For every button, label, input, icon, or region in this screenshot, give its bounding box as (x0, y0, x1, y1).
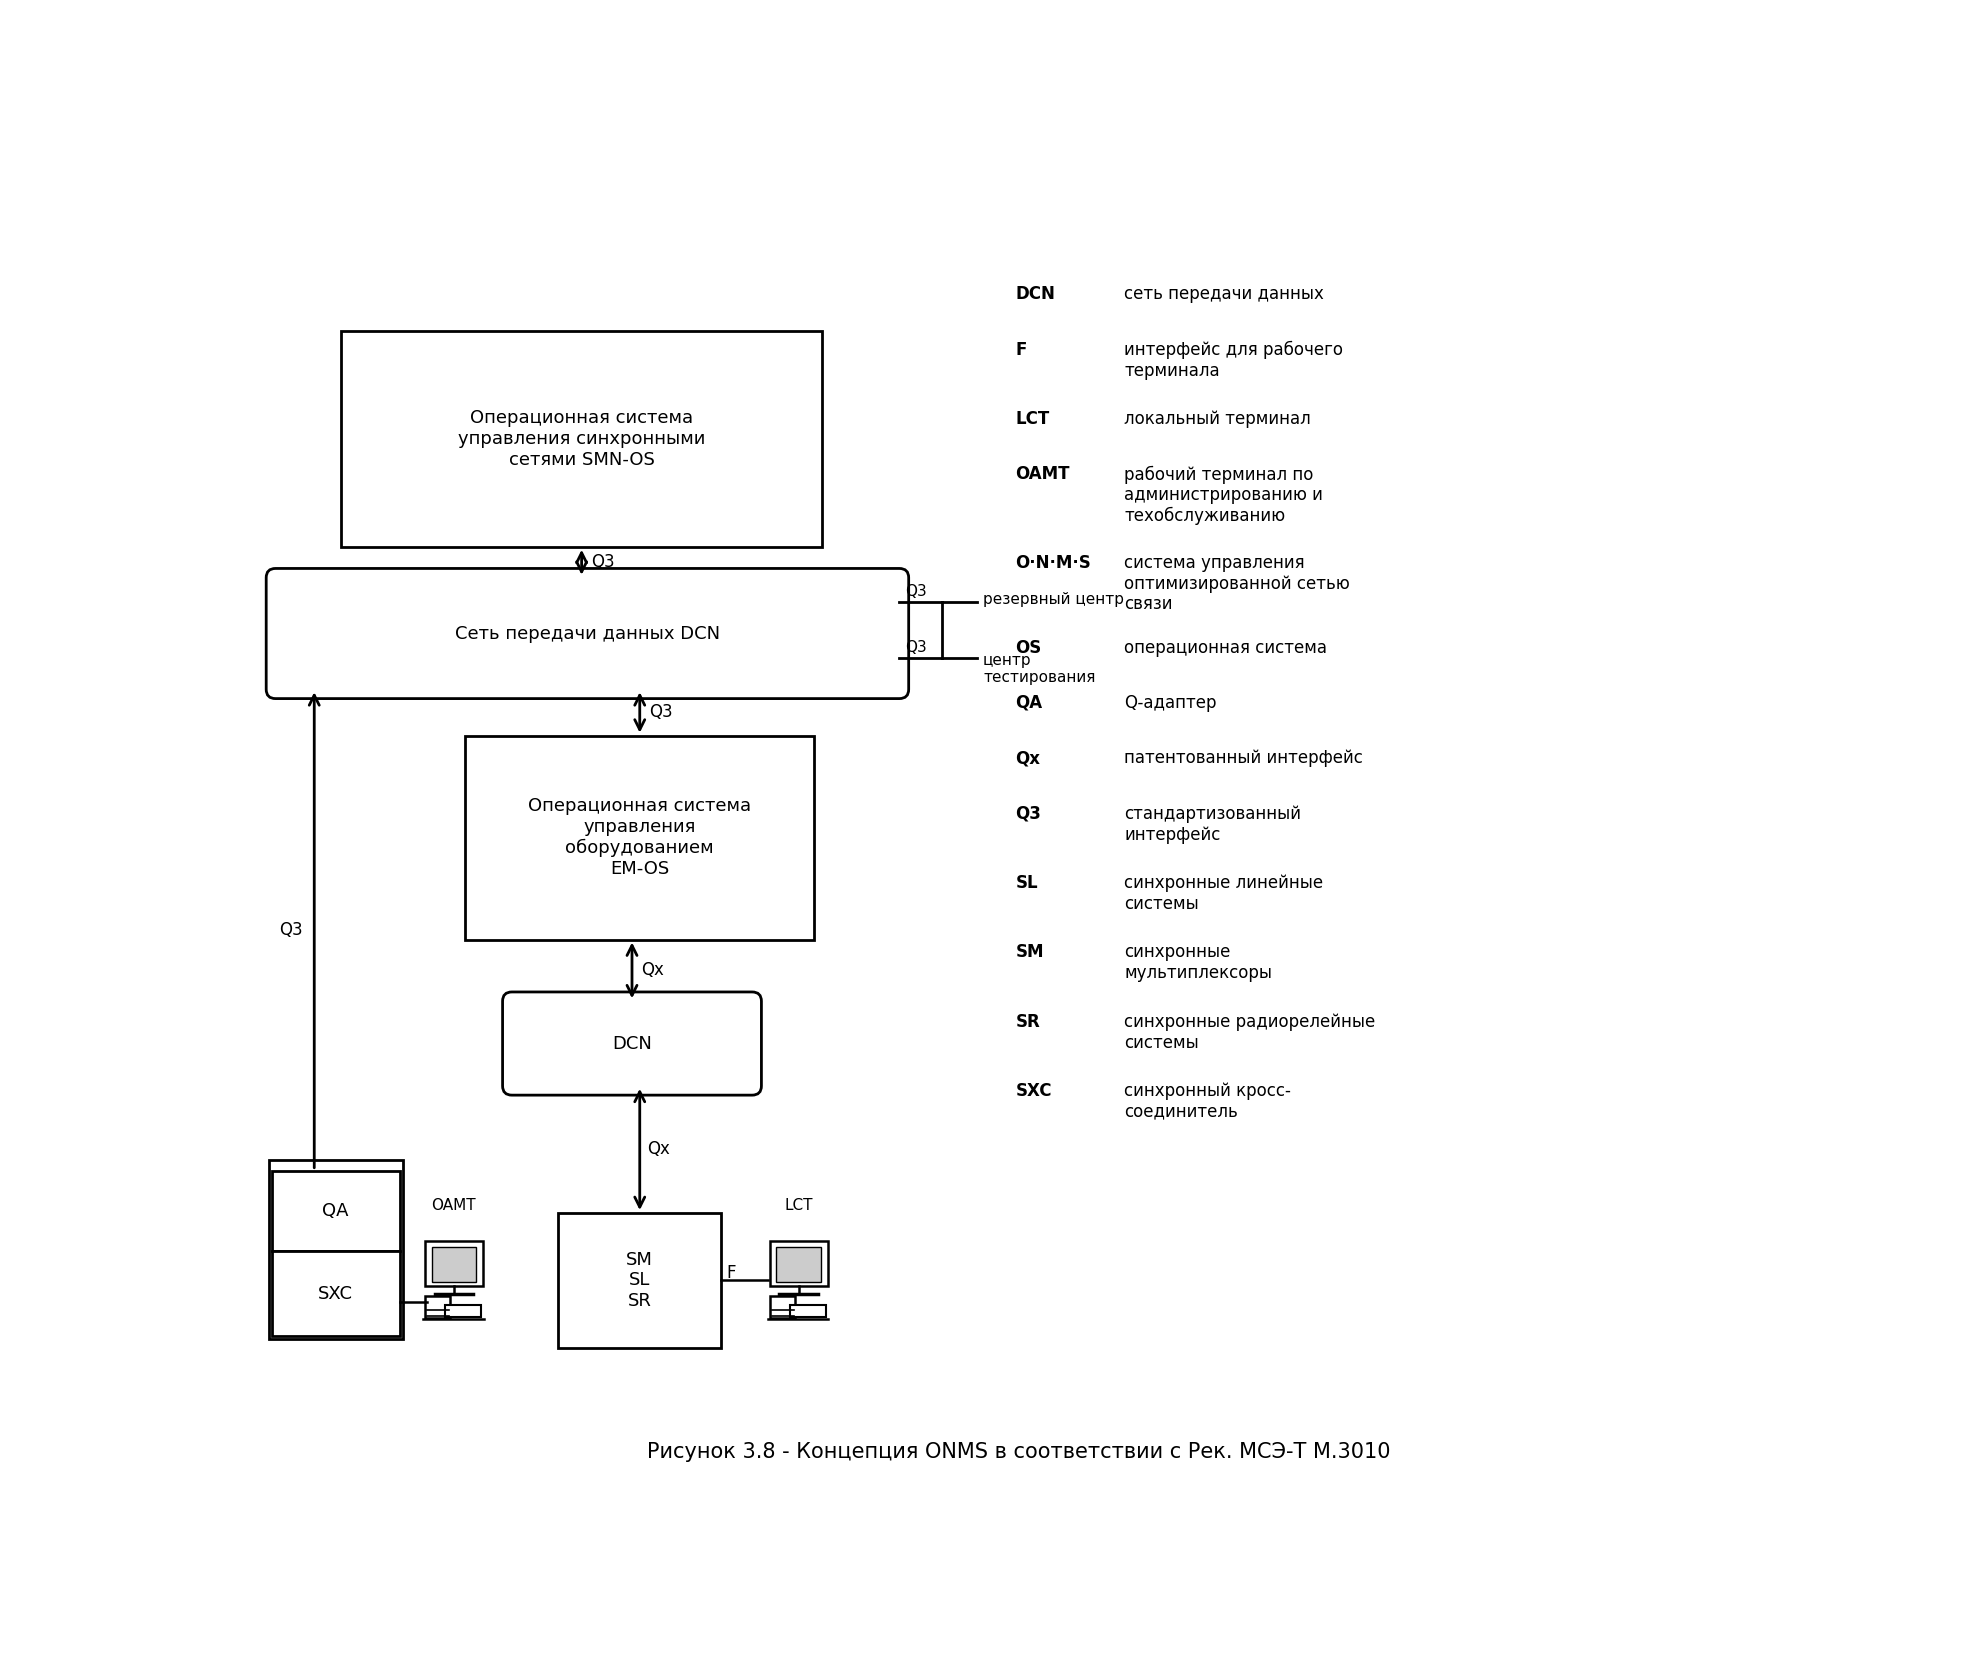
Text: патентованный интерфейс: патентованный интерфейс (1125, 750, 1363, 768)
FancyBboxPatch shape (445, 1304, 481, 1318)
FancyBboxPatch shape (425, 1296, 451, 1318)
Text: центр
тестирования: центр тестирования (984, 653, 1095, 685)
Text: Qx: Qx (642, 962, 664, 979)
Text: локальный терминал: локальный терминал (1125, 409, 1311, 428)
Text: OAMT: OAMT (431, 1197, 477, 1212)
Text: рабочий терминал по
администрированию и
техобслуживанию: рабочий терминал по администрированию и … (1125, 466, 1323, 526)
Text: SM
SL
SR: SM SL SR (626, 1251, 654, 1311)
FancyBboxPatch shape (465, 735, 815, 940)
Text: операционная система: операционная система (1125, 638, 1327, 656)
FancyBboxPatch shape (431, 1247, 477, 1281)
Text: LCT: LCT (785, 1197, 813, 1212)
Text: F: F (727, 1264, 735, 1281)
Text: Qx: Qx (648, 1141, 670, 1159)
Text: O·N·M·S: O·N·M·S (1015, 554, 1091, 571)
Text: синхронные радиорелейные
системы: синхронные радиорелейные системы (1125, 1012, 1375, 1052)
Text: сеть передачи данных: сеть передачи данных (1125, 286, 1323, 302)
Text: DCN: DCN (612, 1034, 652, 1052)
FancyBboxPatch shape (791, 1304, 827, 1318)
FancyBboxPatch shape (503, 992, 761, 1096)
Text: LCT: LCT (1015, 409, 1049, 428)
Text: DCN: DCN (1015, 286, 1055, 302)
FancyBboxPatch shape (272, 1171, 399, 1251)
Text: Q3: Q3 (906, 584, 928, 600)
Text: Q3: Q3 (1015, 805, 1041, 823)
Text: Операционная система
управления
оборудованием
EM-OS: Операционная система управления оборудов… (529, 797, 751, 878)
Text: SM: SM (1015, 944, 1043, 962)
Text: QA: QA (322, 1202, 350, 1221)
FancyBboxPatch shape (769, 1241, 829, 1286)
Text: Qx: Qx (1015, 750, 1041, 768)
FancyBboxPatch shape (266, 568, 908, 698)
FancyBboxPatch shape (558, 1212, 721, 1348)
FancyBboxPatch shape (272, 1251, 399, 1336)
Text: Q3: Q3 (650, 703, 674, 721)
Text: Операционная система
управления синхронными
сетями SMN-OS: Операционная система управления синхронн… (457, 409, 705, 469)
Text: SL: SL (1015, 873, 1039, 892)
Text: SXC: SXC (1015, 1082, 1053, 1101)
Text: Сеть передачи данных DCN: Сеть передачи данных DCN (455, 625, 719, 643)
Text: синхронные линейные
системы: синхронные линейные системы (1125, 873, 1323, 913)
Text: QA: QA (1015, 695, 1043, 711)
Text: OAMT: OAMT (1015, 466, 1071, 483)
FancyBboxPatch shape (777, 1247, 821, 1281)
Text: резервный центр: резервный центр (984, 591, 1125, 606)
Text: SXC: SXC (318, 1284, 354, 1303)
Text: Q3: Q3 (280, 920, 302, 939)
FancyBboxPatch shape (769, 1296, 795, 1318)
Text: Рисунок 3.8 - Концепция ONMS в соответствии с Рек. МСЭ-Т М.3010: Рисунок 3.8 - Концепция ONMS в соответст… (646, 1441, 1391, 1461)
Text: Q-адаптер: Q-адаптер (1125, 695, 1216, 711)
Text: OS: OS (1015, 638, 1041, 656)
Text: система управления
оптимизированной сетью
связи: система управления оптимизированной сеть… (1125, 554, 1349, 613)
Text: F: F (1015, 341, 1027, 359)
FancyBboxPatch shape (342, 331, 823, 546)
Text: интерфейс для рабочего
терминала: интерфейс для рабочего терминала (1125, 341, 1343, 379)
Text: синхронный кросс-
соединитель: синхронный кросс- соединитель (1125, 1082, 1292, 1121)
Text: Q3: Q3 (590, 553, 614, 571)
Text: SR: SR (1015, 1012, 1041, 1030)
FancyBboxPatch shape (425, 1241, 483, 1286)
Text: стандартизованный
интерфейс: стандартизованный интерфейс (1125, 805, 1301, 843)
Text: Q3: Q3 (906, 640, 928, 655)
Text: синхронные
мультиплексоры: синхронные мультиплексоры (1125, 944, 1272, 982)
